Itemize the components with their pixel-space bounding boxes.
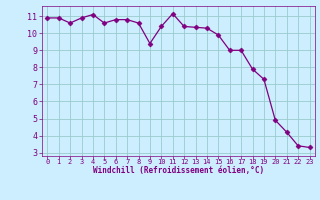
X-axis label: Windchill (Refroidissement éolien,°C): Windchill (Refroidissement éolien,°C) — [93, 166, 264, 175]
